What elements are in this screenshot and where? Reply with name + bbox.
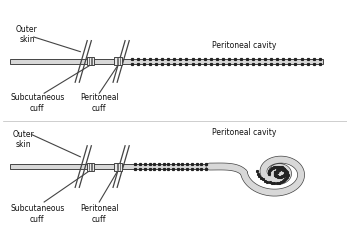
Bar [10, 59, 323, 64]
Text: Peritoneal cavity: Peritoneal cavity [212, 41, 276, 50]
Bar [87, 162, 94, 170]
Text: Peritoneal
cuff: Peritoneal cuff [80, 93, 119, 112]
Bar [114, 162, 122, 170]
Text: Outer
skin: Outer skin [13, 130, 34, 149]
Text: Subcutaneous
cuff: Subcutaneous cuff [10, 93, 64, 112]
Text: Peritoneal cavity: Peritoneal cavity [212, 128, 276, 137]
Bar [114, 58, 122, 66]
Text: Peritoneal
cuff: Peritoneal cuff [80, 204, 119, 224]
Text: Outer
skin: Outer skin [16, 25, 38, 44]
Bar [87, 58, 94, 66]
Bar [10, 164, 209, 169]
Text: Subcutaneous
cuff: Subcutaneous cuff [10, 204, 64, 224]
